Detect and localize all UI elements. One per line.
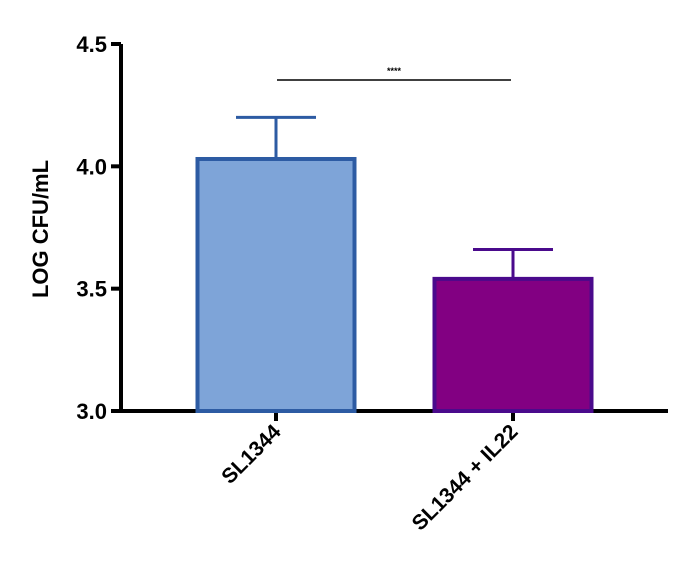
y-axis: 3.0 3.5 4.0 4.5 bbox=[76, 32, 123, 424]
x-tick-label: SL1344 bbox=[217, 420, 285, 488]
y-tick-label: 3.5 bbox=[76, 277, 107, 302]
error-bars bbox=[236, 115, 553, 279]
significance-label: **** bbox=[387, 66, 402, 76]
y-tick-label: 4.5 bbox=[76, 32, 107, 57]
x-axis: SL1344 SL1344 + IL22 bbox=[119, 409, 668, 535]
y-tick-label: 4.0 bbox=[76, 154, 107, 179]
y-tick-label: 3.0 bbox=[76, 399, 107, 424]
bar-2 bbox=[432, 276, 594, 413]
significance-annotation: **** bbox=[277, 66, 511, 81]
bar-1 bbox=[195, 156, 357, 413]
x-tick-label: SL1344 + IL22 bbox=[408, 420, 523, 535]
y-axis-title: LOG CFU/mL bbox=[28, 160, 53, 298]
bars bbox=[195, 156, 594, 413]
